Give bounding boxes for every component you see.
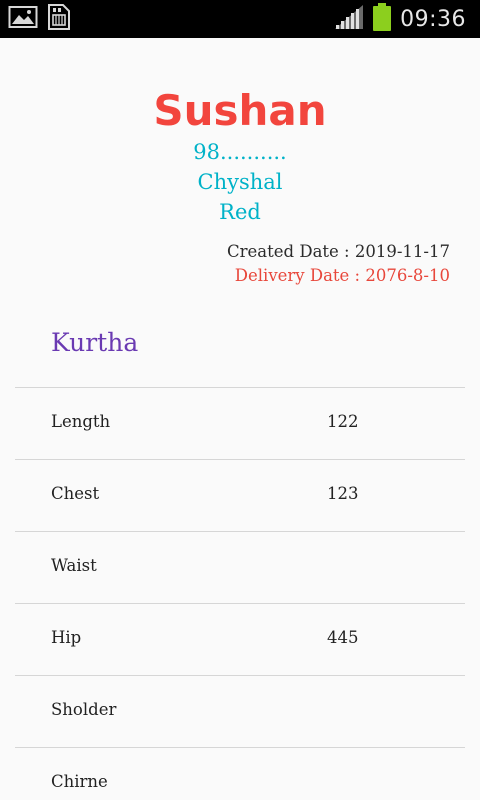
table-row[interactable]: Hip 445 [15,603,465,675]
order-dates: Created Date : 2019-11-17 Delivery Date … [227,240,450,288]
order-detail-screen: Sushan 98.......... Chyshal Red Created … [0,38,480,800]
table-row[interactable]: Chirne [15,747,465,800]
created-date: Created Date : 2019-11-17 [227,242,450,261]
measurement-label: Hip [51,628,82,647]
measurement-label: Length [51,412,111,431]
measurement-value: 445 [327,628,359,647]
delivery-date: Delivery Date : 2076-8-10 [234,266,450,285]
clock: 09:36 [400,6,466,32]
measurement-value: 122 [327,412,359,431]
customer-place: Chyshal [197,170,283,194]
table-row[interactable]: Sholder [15,675,465,747]
image-icon [8,5,38,33]
sd-card-icon [46,4,72,34]
signal-icon [334,4,364,34]
table-row[interactable]: Waist [15,531,465,603]
measurement-label: Chirne [51,772,108,791]
table-row[interactable]: Chest 123 [15,459,465,531]
measurement-label: Sholder [51,700,117,719]
section-title: Kurtha [51,328,139,357]
customer-name: Sushan [153,86,327,135]
notification-icons [8,4,72,34]
measurement-label: Chest [51,484,100,503]
table-row[interactable]: Length 122 [15,387,465,459]
customer-color: Red [219,200,261,224]
status-bar: 09:36 [0,0,480,38]
system-icons: 09:36 [334,3,466,35]
measurement-label: Waist [51,556,97,575]
measurements-table: Length 122 Chest 123 Waist Hip 445 Shold… [15,387,465,800]
measurement-value: 123 [327,484,359,503]
customer-phone: 98.......... [193,140,287,164]
battery-icon [372,3,392,35]
